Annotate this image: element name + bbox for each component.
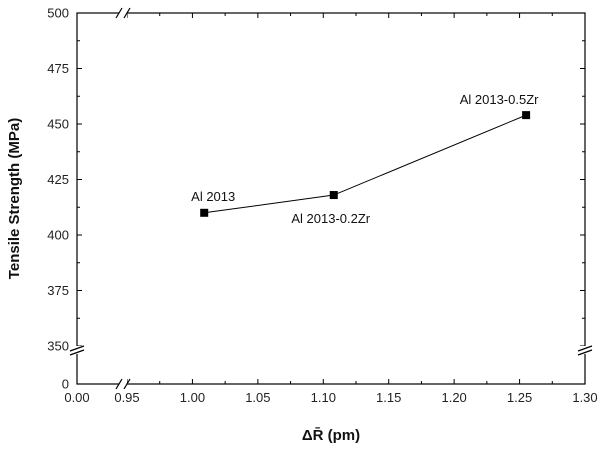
axis-break-mark	[123, 7, 131, 19]
data-point-label: Al 2013	[191, 189, 235, 204]
axis-break-gap	[119, 379, 127, 389]
axis-break-gap	[580, 346, 590, 354]
x-axis-title: ΔR̄ (pm)	[302, 426, 360, 444]
x-tick-label: 1.30	[572, 390, 597, 405]
axis-break-mark	[123, 378, 131, 390]
x-tick-label: 0.95	[114, 390, 139, 405]
x-tick-label: 1.00	[180, 390, 205, 405]
y-axis-title: Tensile Strength (MPa)	[6, 118, 23, 279]
axis-break-mark	[69, 345, 85, 352]
y-tick-label: 350	[47, 339, 69, 354]
axis-break-mark	[577, 345, 593, 352]
tick-labels: 0.00 0.95 1.00 1.05 1.10 1.15 1.20 1.25 1.30 0 350…	[47, 6, 597, 406]
y-tick-label: 0	[62, 377, 69, 392]
axis-break-gap	[119, 8, 127, 18]
y-tick-label: 500	[47, 6, 69, 21]
x-tick-label: 0.00	[64, 390, 89, 405]
plot-area	[69, 7, 593, 390]
x-tick-label: 1.25	[507, 390, 532, 405]
axis-break-mark	[115, 378, 123, 390]
axis-break-mark	[69, 349, 85, 356]
y-tick-label: 425	[47, 172, 69, 187]
x-tick-label: 1.15	[376, 390, 401, 405]
data-point-marker	[522, 111, 531, 120]
y-tick-label: 475	[47, 61, 69, 76]
axis-break-mark	[115, 7, 123, 19]
data-series	[200, 111, 531, 217]
data-point-label: Al 2013-0.5Zr	[460, 92, 539, 107]
data-point-marker	[200, 208, 209, 217]
y-tick-label: 400	[47, 228, 69, 243]
plot-frame	[76, 12, 586, 385]
point-labels: Al 2013 Al 2013-0.2Zr Al 2013-0.5Zr	[191, 92, 539, 226]
axis-break-mark	[577, 349, 593, 356]
series-line	[204, 114, 527, 214]
axis-break-gap	[72, 346, 82, 354]
data-point-label: Al 2013-0.2Zr	[291, 211, 370, 226]
y-tick-label: 450	[47, 117, 69, 132]
x-tick-label: 1.10	[311, 390, 336, 405]
data-point-marker	[329, 191, 338, 200]
x-tick-label: 1.05	[245, 390, 270, 405]
y-tick-label: 375	[47, 283, 69, 298]
x-tick-label: 1.20	[441, 390, 466, 405]
